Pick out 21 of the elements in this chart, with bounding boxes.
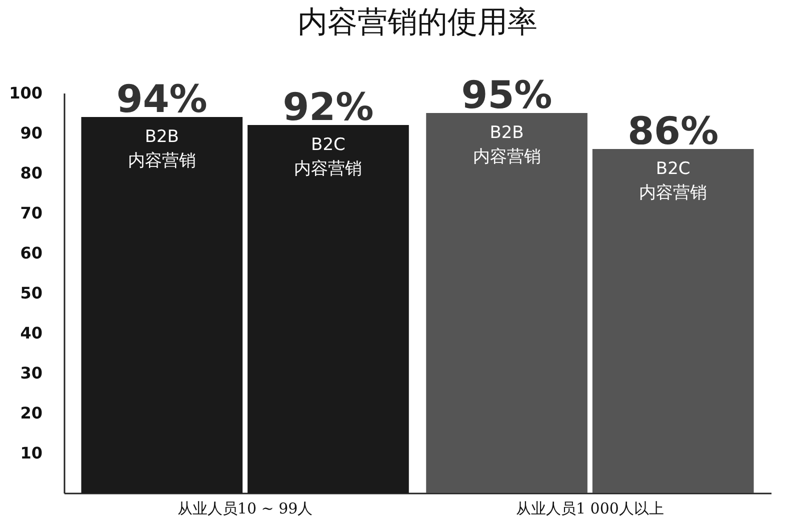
data-label: 92% [282,85,374,129]
y-tick-label: 70 [20,204,42,222]
y-tick-label: 90 [20,124,42,142]
y-tick-label: 40 [20,324,42,342]
text: B2C 内容营销 [639,159,708,203]
y-tick-label: 100 [9,84,42,102]
y-tick-label: 30 [20,364,42,382]
y-tick-label: 80 [20,164,42,182]
x-tick-label: 从业人员1 000人以上 [516,500,664,518]
x-tick-label: 从业人员10 ~ 99人 [177,500,313,518]
y-tick-label: 60 [20,244,42,262]
y-tick-label: 20 [20,404,42,422]
text: B2B 内容营销 [472,123,541,167]
y-tick-label: 50 [20,284,42,302]
data-label: 94% [116,77,208,121]
series-label: B2C 内容营销 [294,135,362,179]
data-label: 86% [628,109,719,153]
series-label: B2B 内容营销 [128,127,196,171]
data-label: 95% [461,73,552,117]
chart-title: 内容营销的使用率 [298,5,538,40]
y-tick-label: 10 [20,444,42,462]
